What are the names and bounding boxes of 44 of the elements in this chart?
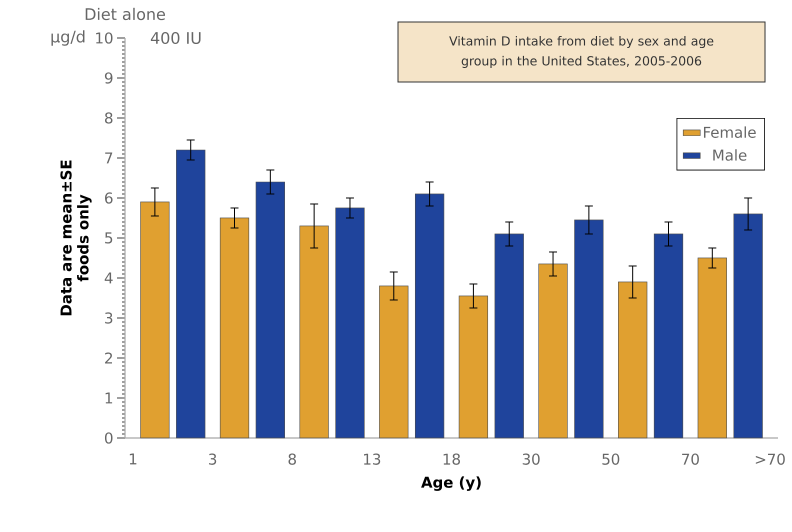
text: Vitamin D intake from diet by sex and age group in the United States, 2005-2006: [449, 36, 714, 68]
y-tick-label: 7: [105, 152, 112, 164]
text: 8: [288, 454, 296, 465]
bar: [379, 286, 408, 438]
y-tick-label: 4: [104, 272, 113, 284]
bar: [176, 150, 206, 438]
bar: [734, 214, 763, 438]
y-tick-label: 9: [104, 72, 112, 84]
bar: [300, 226, 329, 438]
bar: [140, 202, 170, 438]
legend-label: Male: [713, 149, 746, 161]
y-tick-label: 2: [105, 352, 112, 364]
bar: [494, 234, 524, 438]
bar: [618, 282, 648, 438]
bar: [256, 182, 285, 438]
y-tick-label: 3: [105, 312, 112, 324]
y-tick-label: 8: [104, 112, 112, 124]
text: 13: [364, 454, 380, 465]
bar: [458, 296, 488, 438]
y-tick-label: 0: [104, 432, 112, 444]
bar: [574, 220, 604, 438]
text: Diet alone: [86, 8, 165, 20]
text: 18: [444, 454, 460, 465]
bar: [335, 208, 365, 438]
bar: [414, 194, 444, 438]
text: 3: [208, 454, 216, 465]
legend-label: Female: [704, 126, 756, 138]
bar: [698, 258, 727, 438]
text: 50: [602, 454, 620, 465]
y-tick-label: 6: [105, 192, 113, 204]
y-axis-title: Data are mean±SE foods only: [60, 160, 92, 316]
text: 1: [130, 454, 136, 464]
bar: [538, 264, 568, 438]
text: 70: [682, 454, 699, 465]
annotation: 400 IU: [150, 32, 201, 44]
y-tick-label: 5: [105, 232, 112, 244]
y-tick-label: 1: [106, 392, 112, 404]
text: >70: [756, 454, 785, 465]
bar: [654, 234, 684, 438]
text: µg/d: [51, 30, 84, 46]
x-axis-title: Age (y): [421, 476, 481, 491]
bar: [220, 218, 250, 438]
text: 30: [522, 454, 540, 465]
y-tick-label: 10: [96, 32, 112, 44]
